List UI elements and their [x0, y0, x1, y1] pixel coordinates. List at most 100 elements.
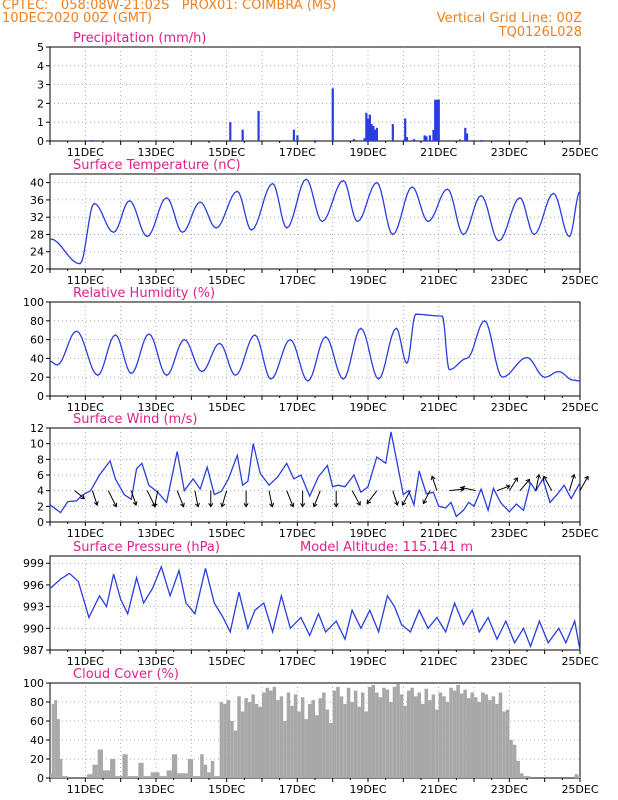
cloud-ytick-label: 20 [30, 753, 44, 766]
cloud-bar [505, 709, 510, 778]
wind-ytick-label: 0 [37, 516, 44, 529]
wind-arrow-head [584, 475, 589, 481]
cloud-bar [166, 770, 172, 778]
precip-bar [375, 127, 379, 141]
temp-ytick-label: 40 [30, 177, 44, 190]
cloud-bar [240, 711, 245, 778]
cloud-bar [368, 686, 372, 778]
cloud-bar [421, 703, 425, 778]
precip-bar [363, 138, 366, 141]
wind-arrow-head [289, 502, 295, 508]
temp-ytick-label: 32 [30, 211, 44, 224]
cloud-bar [399, 694, 404, 778]
precip-bar [368, 114, 371, 141]
temp-xtick-label: 15DEC [208, 274, 245, 287]
cloud-bar [329, 722, 333, 778]
cloud-bar [219, 702, 224, 778]
cloud-bar [300, 697, 305, 778]
temp-title: Surface Temperature (nC) [73, 158, 241, 173]
cloud-bar [265, 687, 270, 778]
cloud-bar [51, 703, 55, 778]
wind-arrow [91, 490, 98, 506]
cloud-bar [187, 759, 194, 778]
cloud-bar [315, 715, 319, 778]
wind-arrow [107, 490, 117, 507]
precip-bar [365, 112, 368, 141]
wind-arrow [449, 488, 464, 492]
wind-series-line [49, 431, 581, 518]
temp-xtick-label: 21DEC [420, 274, 457, 287]
precip-bar [391, 124, 394, 141]
wind-arrow-head [80, 494, 86, 500]
precip-xtick-label: 23DEC [491, 146, 528, 159]
wind-arrow-head [269, 502, 275, 508]
rh-series-line [49, 313, 581, 382]
cloud-ytick-label: 80 [30, 696, 44, 709]
wind-arrow-head [525, 478, 531, 484]
cloud-bar [385, 689, 390, 778]
wind-arrow [431, 476, 438, 491]
wind-xtick-label: 11DEC [67, 527, 104, 540]
cloud-bar [262, 692, 266, 778]
cloud-bar [272, 686, 277, 778]
temp-frame [49, 173, 581, 270]
precip-xtick-label: 15DEC [208, 146, 245, 159]
precip-bar [331, 88, 334, 141]
cloud-bar [406, 690, 411, 778]
cloud-bar [442, 696, 446, 778]
wind-arrow [496, 485, 510, 492]
cloud-bar [417, 692, 421, 778]
precip-bar [405, 137, 409, 141]
rh-xtick-label: 25DEC [561, 401, 598, 414]
precip-ytick-label: 3 [37, 79, 44, 92]
cloud-bar [276, 700, 280, 778]
precip-bar [465, 133, 469, 141]
precip-bar [423, 135, 426, 141]
wind-arrow [535, 474, 540, 491]
wind-xtick-label: 19DEC [349, 527, 386, 540]
cloud-ytick-label: 60 [30, 715, 44, 728]
pres-xtick-label: 19DEC [349, 655, 386, 668]
cloud-bar [357, 706, 361, 778]
cloud-bar [488, 700, 492, 778]
cloud-xtick-label: 19DEC [349, 783, 386, 796]
precip-frame [49, 46, 581, 142]
wind-arrow-head [312, 502, 318, 508]
cloud-bar [424, 688, 429, 778]
wind-arrow [268, 490, 273, 507]
cloud-bar [92, 764, 98, 778]
cloud-bar [516, 760, 520, 778]
cloud-bar [491, 696, 496, 778]
cloud-bar [353, 690, 358, 778]
cloud-bar [230, 721, 234, 778]
cloud-bar [403, 705, 407, 778]
cloud-bar [244, 698, 248, 778]
header-title: CPTEC: 058:08W-21:02S PROX01: COIMBRA (M… [2, 0, 337, 13]
cloud-bar [210, 760, 215, 778]
cloud-xtick-label: 15DEC [208, 783, 245, 796]
cloud-bar [339, 696, 344, 778]
cloud-bar [346, 687, 351, 778]
wind-xtick-label: 17DEC [279, 527, 316, 540]
cloud-bar [389, 702, 393, 778]
precip-xtick-label: 25DEC [561, 146, 598, 159]
precip-bar [374, 129, 377, 141]
cloud-bar [293, 694, 298, 778]
header-datetime: 10DEC2020 00Z (GMT) [2, 11, 153, 26]
cloud-xtick-label: 21DEC [420, 783, 457, 796]
cloud-ytick-label: 100 [23, 677, 44, 690]
wind-arrow-head [394, 501, 399, 506]
wind-arrow [154, 490, 159, 507]
cloud-bar [269, 690, 273, 778]
wind-arrow-head [132, 501, 138, 507]
wind-xtick-label: 23DEC [491, 527, 528, 540]
cloud-xtick-label: 17DEC [279, 783, 316, 796]
cloud-bar [251, 694, 255, 778]
wind-arrow [366, 490, 378, 504]
cloud-bar [350, 702, 354, 778]
rh-xtick-label: 19DEC [349, 401, 386, 414]
precip-bar [480, 140, 483, 141]
cloud-bar [311, 700, 315, 778]
wind-arrow [176, 490, 185, 507]
